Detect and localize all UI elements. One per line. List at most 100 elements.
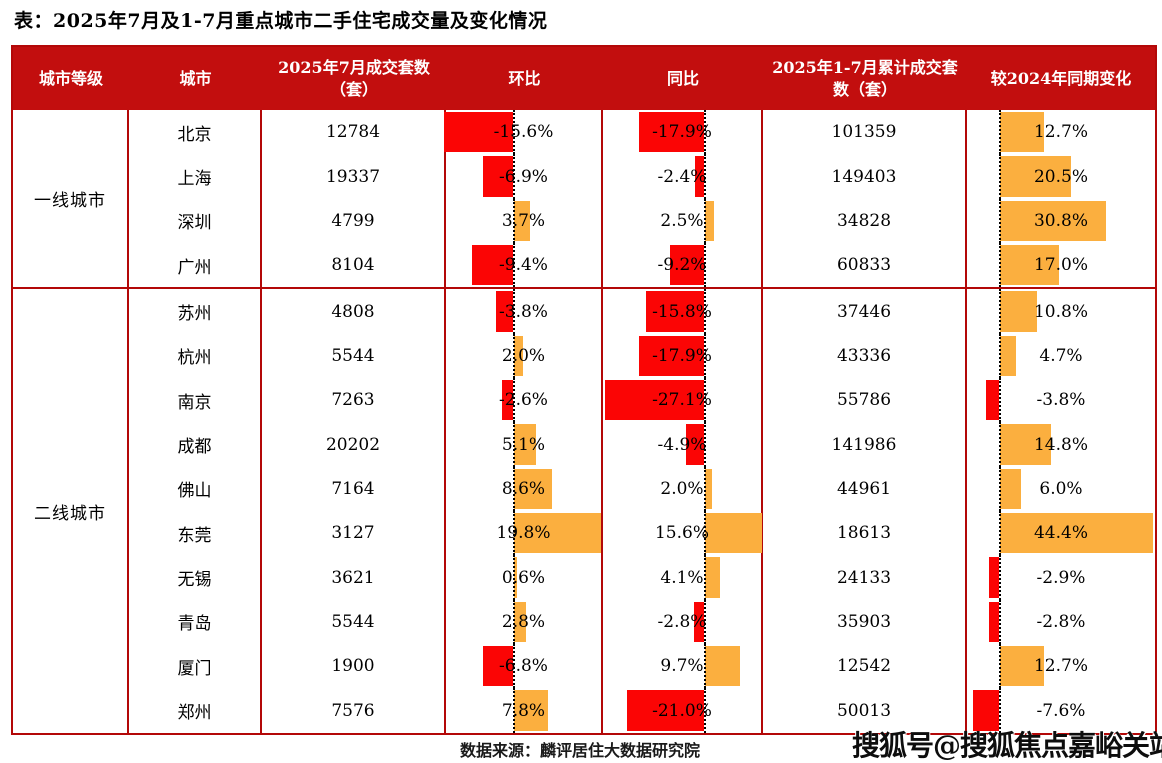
- mom-bar-cell: 7.8%: [446, 688, 603, 733]
- mom-bar-cell: -3.8%: [446, 289, 603, 334]
- chg-value-label: -2.8%: [1036, 611, 1086, 632]
- yoy-bar-cell: -17.9%: [603, 333, 763, 379]
- zero-axis-line: [704, 422, 706, 467]
- tier-rows: 苏州 4808 -3.8% -15.8% 37446 10.8% 杭州 5544 2.0% -17…: [129, 289, 1155, 733]
- cum-sales-cell: 55786: [763, 378, 967, 423]
- table-header: 城市等级 城市 2025年7月成交套数（套） 环比 同比 2025年1-7月累计…: [13, 47, 1155, 110]
- yoy-value-label: 2.5%: [660, 210, 704, 231]
- chg-bar-cell: -2.8%: [967, 599, 1155, 645]
- header-cum-sales: 2025年1-7月累计成交套数（套）: [772, 57, 958, 99]
- yoy-value-label: -4.9%: [657, 434, 707, 455]
- chg-bar-cell: 12.7%: [967, 110, 1155, 155]
- cum-sales-cell: 141986: [763, 422, 967, 467]
- chg-bar: [988, 557, 999, 598]
- zero-axis-line: [704, 333, 706, 379]
- header-city-tier: 城市等级: [38, 68, 103, 88]
- jul-sales-cell: 5544: [262, 599, 446, 645]
- cum-sales-cell: 18613: [763, 511, 967, 556]
- yoy-bar-cell: 9.7%: [603, 644, 763, 689]
- jul-sales-cell: 3621: [262, 555, 446, 600]
- mom-bar: [514, 601, 527, 643]
- cum-sales-cell: 60833: [763, 243, 967, 288]
- zero-axis-line: [513, 511, 515, 556]
- yoy-value-label: -21.0%: [652, 700, 712, 721]
- table-row: 杭州 5544 2.0% -17.9% 43336 4.7%: [129, 333, 1155, 379]
- city-name-cell: 苏州: [129, 289, 262, 334]
- jul-sales-cell: 7164: [262, 466, 446, 512]
- chg-value-label: 4.7%: [1039, 345, 1083, 366]
- yoy-bar-cell: -2.4%: [603, 154, 763, 199]
- mom-value-label: 0.6%: [501, 567, 546, 588]
- zero-axis-line: [513, 110, 515, 155]
- chg-bar: [972, 690, 999, 731]
- zero-axis-line: [513, 289, 515, 334]
- mom-bar-cell: -15.6%: [444, 110, 603, 155]
- yoy-value-label: 4.1%: [660, 567, 704, 588]
- mom-bar-cell: 2.8%: [446, 599, 603, 645]
- mom-value-label: 5.1%: [501, 434, 546, 455]
- zero-axis-line: [999, 378, 1001, 423]
- zero-axis-line: [704, 378, 706, 423]
- mom-value-label: -2.6%: [499, 390, 548, 411]
- mom-value-label: -15.6%: [493, 122, 554, 143]
- chg-value-label: 10.8%: [1033, 301, 1088, 322]
- jul-sales-cell: 4799: [262, 198, 446, 244]
- mom-bar: [514, 557, 517, 598]
- watermark: 搜狐号@搜狐焦点嘉峪关站: [852, 729, 1162, 762]
- yoy-bar: [705, 646, 741, 687]
- cum-sales-cell: 37446: [763, 289, 967, 334]
- zero-axis-line: [704, 110, 706, 155]
- table-row: 广州 8104 -9.4% -9.2% 60833 17.0%: [129, 243, 1155, 288]
- zero-axis-line: [704, 555, 706, 600]
- yoy-bar: [646, 291, 704, 332]
- yoy-bar: [693, 601, 704, 643]
- zero-axis-line: [513, 644, 515, 689]
- chg-bar-cell: 14.8%: [967, 422, 1155, 467]
- zero-axis-line: [513, 422, 515, 467]
- city-name-cell: 无锡: [129, 555, 262, 600]
- table-row: 佛山 7164 8.6% 2.0% 44961 6.0%: [129, 466, 1155, 512]
- zero-axis-line: [513, 378, 515, 423]
- mom-bar-cell: 19.8%: [446, 511, 603, 556]
- yoy-bar-cell: 2.5%: [603, 198, 763, 244]
- yoy-value-label: -17.9%: [652, 122, 712, 143]
- jul-sales-cell: 8104: [262, 243, 446, 288]
- city-name-cell: 青岛: [129, 599, 262, 645]
- mom-value-label: 7.8%: [501, 700, 546, 721]
- yoy-bar-cell: -21.0%: [603, 688, 763, 733]
- city-name-cell: 北京: [129, 110, 262, 155]
- zero-axis-line: [999, 511, 1001, 556]
- city-name-cell: 郑州: [129, 688, 262, 733]
- yoy-bar: [638, 335, 704, 377]
- table-row: 无锡 3621 0.6% 4.1% 24133 -2.9%: [129, 555, 1155, 600]
- zero-axis-line: [999, 289, 1001, 334]
- mom-bar-cell: 5.1%: [446, 422, 603, 467]
- yoy-bar-cell: 2.0%: [603, 466, 763, 512]
- mom-bar-cell: -2.6%: [446, 378, 603, 423]
- mom-value-label: 8.6%: [501, 478, 546, 499]
- mom-bar: [444, 112, 513, 153]
- mom-value-label: -3.8%: [499, 301, 548, 322]
- chg-bar: [985, 380, 999, 421]
- chg-value-label: -2.9%: [1036, 567, 1086, 588]
- jul-sales-cell: 7263: [262, 378, 446, 423]
- tier-section: 二线城市 苏州 4808 -3.8% -15.8% 37446 10.8% 杭州 5544 2.0…: [13, 287, 1155, 733]
- zero-axis-line: [704, 511, 706, 556]
- jul-sales-cell: 7576: [262, 688, 446, 733]
- header-yoy: 同比: [666, 68, 699, 88]
- table-row: 厦门 1900 -6.8% 9.7% 12542 12.7%: [129, 644, 1155, 689]
- cum-sales-cell: 44961: [763, 466, 967, 512]
- mom-bar: [514, 513, 602, 554]
- mom-bar-cell: 3.7%: [446, 198, 603, 244]
- chg-value-label: 12.7%: [1033, 656, 1088, 677]
- zero-axis-line: [704, 198, 706, 244]
- jul-sales-cell: 4808: [262, 289, 446, 334]
- city-name-cell: 杭州: [129, 333, 262, 379]
- city-name-cell: 东莞: [129, 511, 262, 556]
- jul-sales-cell: 1900: [262, 644, 446, 689]
- zero-axis-line: [704, 243, 706, 288]
- yoy-value-label: 15.6%: [654, 523, 709, 544]
- chg-bar-cell: -7.6%: [967, 688, 1155, 733]
- data-source-note: 数据来源：麟评居住大数据研究院: [459, 741, 700, 760]
- yoy-value-label: -15.8%: [652, 301, 712, 322]
